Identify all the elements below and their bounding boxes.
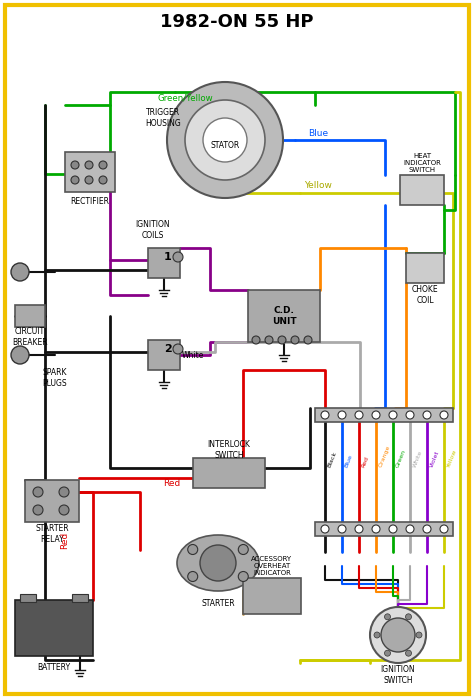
Circle shape — [321, 411, 329, 419]
Bar — [148, 340, 180, 370]
Text: CHOKE
COIL: CHOKE COIL — [412, 285, 438, 305]
Circle shape — [71, 161, 79, 169]
Circle shape — [85, 161, 93, 169]
Text: 1982-ON 55 HP: 1982-ON 55 HP — [160, 13, 314, 31]
Text: TRIGGER
HOUSING: TRIGGER HOUSING — [145, 108, 181, 128]
Bar — [248, 290, 320, 342]
Text: 2: 2 — [164, 344, 172, 354]
Text: IGNITION
SWITCH: IGNITION SWITCH — [381, 665, 415, 685]
Text: C.D.
UNIT: C.D. UNIT — [272, 306, 296, 326]
Text: Violet: Violet — [429, 449, 440, 468]
Text: Yellow: Yellow — [304, 180, 332, 189]
Circle shape — [370, 607, 426, 663]
Text: Blue: Blue — [308, 129, 328, 138]
Circle shape — [188, 572, 198, 582]
Circle shape — [185, 100, 265, 180]
Circle shape — [167, 82, 283, 198]
Text: Red: Red — [361, 455, 370, 468]
Text: HEAT
INDICATOR
SWITCH: HEAT INDICATOR SWITCH — [403, 153, 441, 173]
Circle shape — [188, 545, 198, 554]
Circle shape — [440, 525, 448, 533]
Circle shape — [11, 263, 29, 281]
Text: Black: Black — [327, 450, 338, 468]
Circle shape — [423, 525, 431, 533]
Circle shape — [381, 618, 415, 652]
Circle shape — [278, 336, 286, 344]
Circle shape — [252, 336, 260, 344]
Bar — [148, 248, 180, 278]
Circle shape — [406, 411, 414, 419]
Text: 1: 1 — [164, 252, 172, 262]
Bar — [406, 253, 444, 283]
Circle shape — [355, 525, 363, 533]
Circle shape — [374, 632, 380, 638]
Circle shape — [423, 411, 431, 419]
Circle shape — [405, 614, 411, 620]
Text: Orange: Orange — [378, 445, 392, 468]
Bar — [400, 175, 444, 205]
Text: Green: Green — [395, 448, 407, 468]
Bar — [72, 594, 88, 602]
Circle shape — [99, 161, 107, 169]
Text: INTERLOCK
SWITCH: INTERLOCK SWITCH — [208, 440, 250, 460]
Circle shape — [338, 411, 346, 419]
Circle shape — [85, 176, 93, 184]
Circle shape — [372, 525, 380, 533]
Circle shape — [321, 525, 329, 533]
Bar — [25, 480, 79, 522]
Bar — [15, 600, 93, 656]
Bar — [193, 458, 265, 488]
Circle shape — [33, 487, 43, 497]
Circle shape — [304, 336, 312, 344]
Text: STARTER: STARTER — [201, 598, 235, 607]
Circle shape — [416, 632, 422, 638]
Text: BATTERY: BATTERY — [37, 663, 71, 672]
Bar — [243, 578, 301, 614]
Text: White: White — [182, 350, 204, 359]
Circle shape — [372, 411, 380, 419]
Bar — [315, 408, 453, 422]
Circle shape — [203, 118, 247, 162]
Text: ACCESSORY
OVERHEAT
INDICATOR: ACCESSORY OVERHEAT INDICATOR — [251, 556, 292, 576]
Circle shape — [238, 545, 248, 554]
Text: IGNITION
COILS: IGNITION COILS — [136, 220, 170, 240]
Circle shape — [173, 252, 183, 262]
Circle shape — [384, 650, 391, 656]
Circle shape — [389, 411, 397, 419]
Circle shape — [355, 411, 363, 419]
Ellipse shape — [177, 535, 259, 591]
Circle shape — [59, 505, 69, 515]
Text: CIRCUIT
BREAKER: CIRCUIT BREAKER — [12, 327, 48, 347]
Circle shape — [405, 650, 411, 656]
Bar — [15, 305, 45, 327]
Text: White: White — [412, 449, 423, 468]
Text: Green/Yellow: Green/Yellow — [157, 94, 213, 103]
Circle shape — [59, 487, 69, 497]
Circle shape — [291, 336, 299, 344]
Text: Red: Red — [61, 531, 70, 549]
Circle shape — [265, 336, 273, 344]
Text: STATOR: STATOR — [210, 140, 240, 150]
Text: STARTER
RELAY: STARTER RELAY — [35, 524, 69, 544]
Circle shape — [99, 176, 107, 184]
Circle shape — [384, 614, 391, 620]
Circle shape — [338, 525, 346, 533]
Circle shape — [389, 525, 397, 533]
Circle shape — [33, 505, 43, 515]
Text: Red: Red — [164, 480, 181, 489]
Bar — [315, 522, 453, 536]
Text: Blue: Blue — [344, 453, 354, 468]
Circle shape — [11, 346, 29, 364]
Circle shape — [200, 545, 236, 581]
Circle shape — [238, 572, 248, 582]
Circle shape — [406, 525, 414, 533]
Text: Yellow: Yellow — [446, 448, 458, 468]
Bar — [20, 594, 36, 602]
Circle shape — [173, 344, 183, 354]
Circle shape — [440, 411, 448, 419]
Text: RECTIFIER: RECTIFIER — [71, 198, 109, 206]
Bar — [65, 152, 115, 192]
Circle shape — [71, 176, 79, 184]
Text: SPARK
PLUGS: SPARK PLUGS — [43, 368, 67, 388]
